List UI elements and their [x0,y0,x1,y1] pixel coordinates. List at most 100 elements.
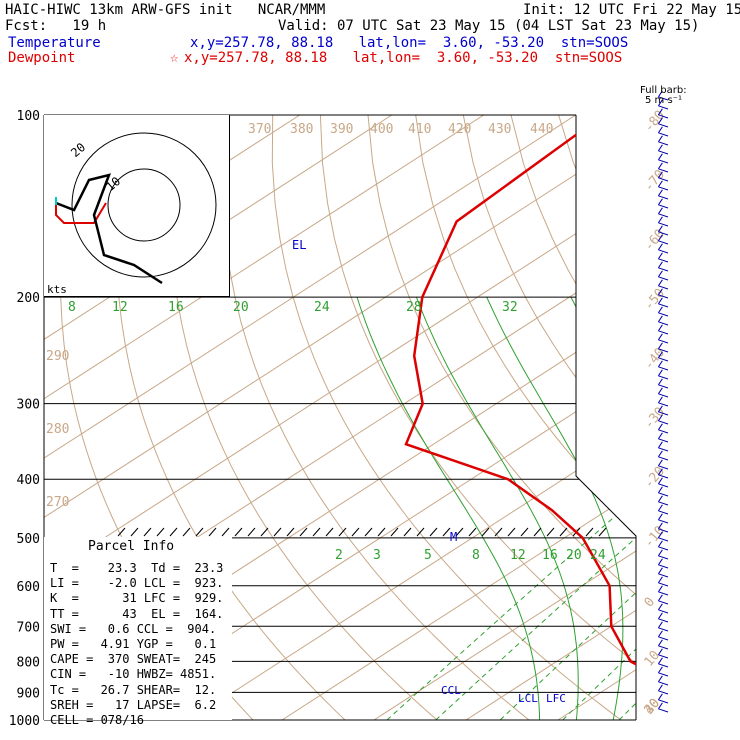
legend-temperature-info: x,y=257.78, 88.18 lat,lon= 3.60, -53.20 … [190,35,629,51]
freezing-hatch [598,527,607,537]
wind-barb [658,222,669,227]
parcel-info-row: TT = 43 EL = 164. [50,606,224,621]
wind-barb-flag [657,225,663,233]
wind-barb-flag [657,621,663,629]
wind-barb-flag [657,351,663,359]
wind-barb [658,420,669,425]
wind-barb-flag [657,666,663,674]
wind-barb [658,555,669,560]
wind-barb-flag [657,576,663,584]
wind-barb-flag [657,657,663,665]
wind-barb-flag [657,702,663,710]
freezing-hatch [195,527,204,537]
wind-barb [658,159,669,164]
pressure-label: 200 [17,291,40,306]
dry-adiabat-line [415,115,636,720]
pressure-label: 800 [17,655,40,670]
wind-barb-flag [657,549,663,557]
hodograph-trace-red [55,202,107,224]
wind-barb [658,105,669,110]
wind-barb-flag [657,126,663,134]
wind-barb-flag [657,495,663,503]
parcel-info-row: CAPE = 370 SWEAT= 245 [50,652,217,667]
freezing-hatch [143,527,152,537]
mixing-ratio-line [499,403,636,720]
wind-barb [658,510,669,515]
wind-barb-flag [657,90,663,98]
isotherm-line [281,115,636,720]
mixing-ratio-label-upper: 16 [168,300,184,315]
mixing-ratio-line [386,403,636,720]
wind-barb [658,591,669,596]
wind-barb-flag [657,153,663,161]
wind-barb [658,618,669,623]
wind-barb [658,528,669,533]
wind-barb-flag [657,378,663,386]
wind-barb [658,375,669,380]
parcel-info-row: SWI = 0.6 CCL = 904. [50,621,217,636]
wind-barb-flag [657,261,663,269]
dry-adiabat-line [169,115,438,720]
mixing-ratio-line [435,403,636,720]
wind-barb [658,294,669,299]
isotherm-line [97,115,636,720]
valid-time: Valid: 07 UTC Sat 23 May 15 (04 LST Sat … [278,18,700,34]
wind-barb [658,312,669,317]
ccl-marker-label: CCL [441,684,461,697]
wind-barb [658,645,669,650]
wind-barb [658,321,669,326]
pressure-label: 900 [17,686,40,701]
mixing-ratio-line [721,404,740,720]
freezing-hatch [507,527,516,537]
mixing-ratio-line [618,403,636,720]
wind-barb-flag [657,441,663,449]
lcl-marker-label: LCL [518,692,538,705]
barb-legend-title: Full barb: [640,85,687,96]
dry-adiabat-line [702,115,740,720]
wind-barb [658,177,669,182]
freezing-hatch [221,527,230,537]
theta-label: 390 [330,122,353,137]
freezing-hatch [273,527,282,537]
wind-barb-flag [657,270,663,278]
parcel-info-row: PW = 4.91 YGP = 0.1 [50,637,217,651]
wind-barb-flag [657,360,663,368]
freezing-hatch [299,527,308,537]
wind-barb [658,447,669,452]
wind-barb-flag [657,252,663,260]
wind-barb-flag [657,207,663,215]
wind-barb [658,564,669,569]
wind-barb [658,429,669,434]
freezing-hatch [559,527,568,537]
dry-adiabat-line [271,115,622,720]
dewpoint-star-icon: ☆ [170,50,179,66]
dry-adiabat-line [654,115,740,720]
freezing-hatch [312,527,321,537]
wind-barb-flag [657,108,663,116]
isotherm-label: -30 [642,405,669,433]
freezing-hatch [156,527,165,537]
wind-barb-flag [657,405,663,413]
isotherm-label: -70 [642,167,669,195]
mixing-ratio-label-lower: 2 [335,548,343,563]
wind-barb [658,330,669,335]
wind-barb-flag [657,630,663,638]
isotherm-line [44,115,485,720]
wind-barb-flag [657,216,663,224]
freezing-hatch [130,527,139,537]
freezing-hatch [325,527,334,537]
wind-barb-flag [657,342,663,350]
parcel-info-panel: Parcel Info T = 23.3 Td = 23.3 LI = -2.0 … [44,537,232,727]
freezing-hatch [208,527,217,537]
hodograph-trace-black [55,173,163,285]
mixing-ratio-label-lower: 20 [566,548,582,563]
wind-barb [658,366,669,371]
dewpoint-profile-line [404,115,636,720]
wind-barb-flag [657,450,663,458]
wind-barb-flag [657,180,663,188]
wind-barb [658,708,669,713]
wind-barb-flag [657,414,663,422]
isotherm-label: -60 [642,227,669,255]
pressure-label: 600 [17,580,40,595]
wind-barb [658,501,669,506]
